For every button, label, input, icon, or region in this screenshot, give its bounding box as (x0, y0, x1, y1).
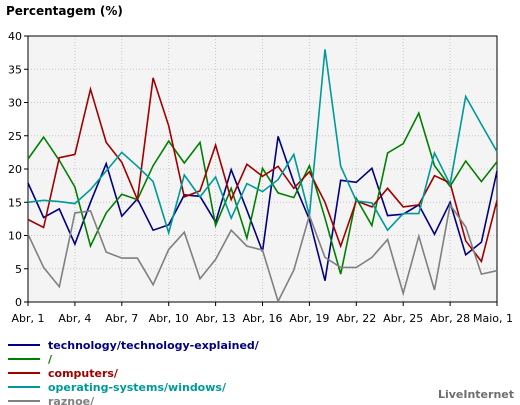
y-tick-label: 30 (8, 97, 22, 110)
series-line-1 (27, 110, 498, 275)
x-tick-label: Abr, 25 (383, 312, 423, 325)
chart-title: Percentagem (%) (6, 4, 123, 18)
x-tick-label: Abr, 7 (105, 312, 138, 325)
y-tick-label: 35 (8, 63, 22, 76)
x-tick-label: Abr, 13 (196, 312, 236, 325)
y-tick-label: 0 (15, 296, 22, 309)
x-tick-label: Abr, 28 (430, 312, 470, 325)
y-tick-label: 40 (8, 30, 22, 43)
credit-label: LiveInternet (438, 388, 514, 401)
y-tick-label: 15 (8, 196, 22, 209)
plot-frame (27, 35, 498, 303)
y-tick-label: 5 (15, 263, 22, 276)
x-tick-label: Abr, 10 (149, 312, 189, 325)
y-tick-label: 20 (8, 163, 22, 176)
x-tick-label: Maio, 1 (473, 312, 513, 325)
x-tick-label: Abr, 19 (289, 312, 329, 325)
legend-label: raznoe/ (48, 395, 95, 405)
y-tick-label: 10 (8, 230, 22, 243)
plot-area: 0 5 10 15 20 25 30 35 40 Abr, 1 Abr, 4 Abr, 7 Abr, 1… (8, 30, 513, 325)
series-line-3 (27, 49, 498, 236)
legend-label: technology/technology-explained/ (48, 339, 260, 352)
x-tick-label: Abr, 4 (58, 312, 91, 325)
series-line-2 (27, 77, 498, 264)
legend: technology/technology-explained//compute… (8, 339, 260, 405)
series-line-4 (27, 202, 498, 304)
legend-label: / (48, 353, 53, 366)
legend-label: computers/ (48, 367, 119, 380)
x-tick-label: Abr, 22 (336, 312, 376, 325)
legend-label: operating-systems/windows/ (48, 381, 227, 394)
x-tick-label: Abr, 16 (242, 312, 282, 325)
y-tick-label: 25 (8, 130, 22, 143)
x-tick-label: Abr, 1 (11, 312, 44, 325)
